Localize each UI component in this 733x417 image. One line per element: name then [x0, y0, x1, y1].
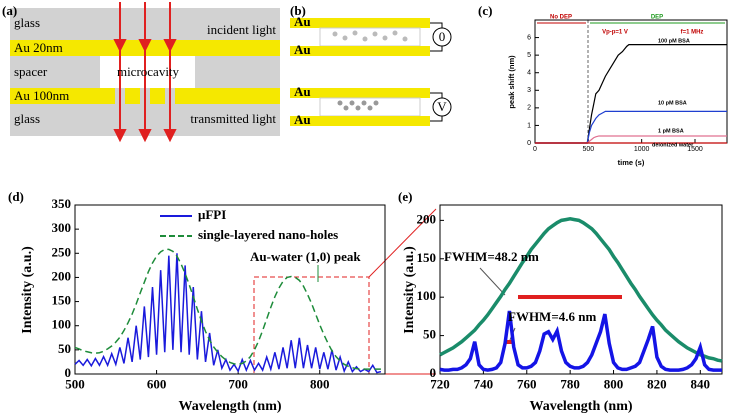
panel-label: (b): [290, 3, 306, 18]
layer-label: glass: [14, 111, 40, 126]
particles: [332, 30, 408, 42]
y-tick-label: 2: [527, 105, 531, 112]
y-tick-label: 4: [527, 70, 531, 77]
legend-label: single-layered nano-holes: [198, 227, 338, 242]
layer-label: glass: [14, 15, 40, 30]
x-tick-label: 780: [560, 377, 580, 392]
y-axis-label: Intensity (a.u.): [402, 246, 417, 334]
light-rays: [113, 2, 177, 143]
annotation: FWHM=48.2 nm: [444, 249, 539, 264]
series-label: 100 pM BSA: [658, 38, 690, 44]
series-label: 1 pM BSA: [658, 128, 684, 134]
x-tick-label: 820: [647, 377, 667, 392]
legend-label: μFPI: [198, 207, 226, 222]
cavity: [100, 56, 195, 88]
electrode: [290, 88, 430, 98]
electrode-label: Au: [294, 42, 311, 57]
y-tick-label: 0: [527, 140, 531, 147]
y-tick-label: 150: [52, 293, 72, 308]
cavity-label: microcavity: [117, 64, 180, 79]
pointer: [479, 267, 506, 296]
y-tick-label: 5: [527, 52, 531, 59]
x-axis-label: time (s): [618, 158, 645, 167]
y-tick-label: 250: [52, 244, 72, 259]
y-tick-label: 3: [527, 87, 531, 94]
y-tick-label: 50: [423, 327, 436, 342]
plot-frame: [534, 19, 728, 144]
panel-label: (c): [478, 3, 492, 18]
panel-label: (a): [2, 3, 17, 18]
x-tick-label: 740: [474, 377, 494, 392]
y-tick-label: 350: [52, 196, 72, 211]
x-tick-label: 500: [65, 377, 85, 392]
electrode-label: Au: [294, 112, 311, 127]
layer-label: Au 20nm: [14, 40, 63, 55]
electrode-label: Au: [294, 84, 311, 99]
y-axis-label: peak shift (nm): [507, 55, 516, 109]
y-tick-label: 0: [65, 365, 72, 380]
y-tick-label: 50: [58, 341, 71, 356]
series-label: 10 pM BSA: [658, 100, 687, 106]
x-tick-label: 700: [228, 377, 248, 392]
series-line: [439, 217, 723, 363]
series-line: [535, 135, 727, 144]
series-line: [74, 248, 381, 370]
y-tick-label: 6: [527, 34, 531, 41]
zoom-box: [253, 276, 370, 375]
electrode: [290, 116, 430, 126]
meter-label: V: [437, 99, 447, 114]
series-line: [74, 253, 382, 374]
series-line: [439, 310, 722, 372]
meter-label: 0: [439, 29, 446, 44]
x-tick-label: 760: [517, 377, 537, 392]
y-tick-label: 0: [430, 365, 437, 380]
panel-label: (e): [398, 189, 412, 204]
layer-label: Au 100nm: [14, 88, 69, 103]
series-label: deionized water: [652, 142, 694, 148]
annotation: Au-water (1,0) peak: [250, 249, 361, 264]
annotation: f=1 MHz: [681, 30, 704, 36]
electrode: [290, 18, 430, 28]
x-axis-label: Wavelength (nm): [529, 399, 632, 414]
plot-frame: [439, 204, 723, 375]
series-line: [535, 44, 727, 144]
x-tick-label: 800: [604, 377, 624, 392]
annotation: FWHM=4.6 nm: [508, 309, 596, 324]
x-tick-label: 720: [430, 377, 450, 392]
x-tick-label: 600: [147, 377, 167, 392]
plot-frame: [74, 204, 386, 375]
circuit: [430, 22, 452, 122]
x-tick-label: 800: [310, 377, 330, 392]
x-tick-label: 0: [533, 146, 537, 153]
y-tick-label: 300: [52, 220, 72, 235]
light-label: incident light: [207, 22, 276, 37]
y-tick-label: 100: [417, 288, 437, 303]
x-tick-label: 1000: [634, 146, 650, 153]
diagram-b: (b) Au Au Au Au 0 V: [290, 3, 452, 127]
y-tick-label: 1: [527, 122, 531, 129]
zoom-line: [368, 208, 437, 278]
electrode-label: Au: [294, 14, 311, 29]
y-tick-label: 100: [52, 317, 72, 332]
particles: [337, 100, 379, 111]
y-tick-label: 200: [52, 268, 72, 283]
annotation: DEP: [651, 15, 663, 21]
annotation: Vp-p=1 V: [602, 30, 628, 36]
x-tick-label: 1500: [687, 146, 703, 153]
annotation: No DEP: [550, 15, 572, 21]
series-line: [535, 110, 727, 144]
x-axis-label: Wavelength (nm): [178, 399, 281, 414]
electrode: [290, 46, 430, 56]
y-axis-label: Intensity (a.u.): [20, 246, 35, 334]
x-tick-label: 840: [691, 377, 711, 392]
x-tick-label: 500: [582, 146, 594, 153]
y-tick-label: 200: [417, 211, 437, 226]
layer-label: spacer: [14, 64, 48, 79]
light-label: transmitted light: [190, 111, 276, 126]
diagram-a: (a) glass Au 20nm spacer Au 100nm glass …: [2, 2, 280, 143]
panel-label: (d): [8, 189, 24, 204]
y-tick-label: 150: [417, 250, 437, 265]
